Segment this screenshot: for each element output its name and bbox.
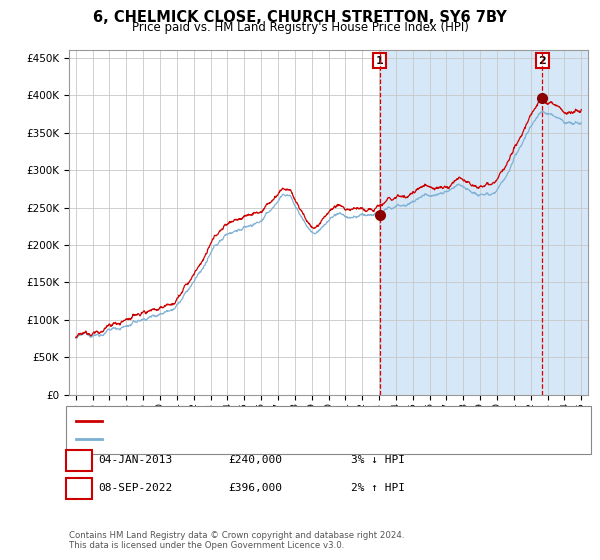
Text: 3% ↓ HPI: 3% ↓ HPI	[351, 455, 405, 465]
Text: 2: 2	[538, 55, 546, 66]
Text: £240,000: £240,000	[228, 455, 282, 465]
Text: Contains HM Land Registry data © Crown copyright and database right 2024.
This d: Contains HM Land Registry data © Crown c…	[69, 530, 404, 550]
Text: 04-JAN-2013: 04-JAN-2013	[98, 455, 172, 465]
Text: Price paid vs. HM Land Registry's House Price Index (HPI): Price paid vs. HM Land Registry's House …	[131, 21, 469, 34]
Text: 1: 1	[376, 55, 383, 66]
Text: 2: 2	[75, 482, 83, 495]
Text: £396,000: £396,000	[228, 483, 282, 493]
Text: 6, CHELMICK CLOSE, CHURCH STRETTON, SY6 7BY: 6, CHELMICK CLOSE, CHURCH STRETTON, SY6 …	[93, 10, 507, 25]
Text: 1: 1	[75, 454, 83, 467]
Bar	[380, 50, 588, 395]
Text: HPI: Average price, detached house, Shropshire: HPI: Average price, detached house, Shro…	[106, 434, 355, 444]
Text: 6, CHELMICK CLOSE, CHURCH STRETTON, SY6 7BY (detached house): 6, CHELMICK CLOSE, CHURCH STRETTON, SY6 …	[106, 416, 463, 426]
Text: 08-SEP-2022: 08-SEP-2022	[98, 483, 172, 493]
Text: 2% ↑ HPI: 2% ↑ HPI	[351, 483, 405, 493]
